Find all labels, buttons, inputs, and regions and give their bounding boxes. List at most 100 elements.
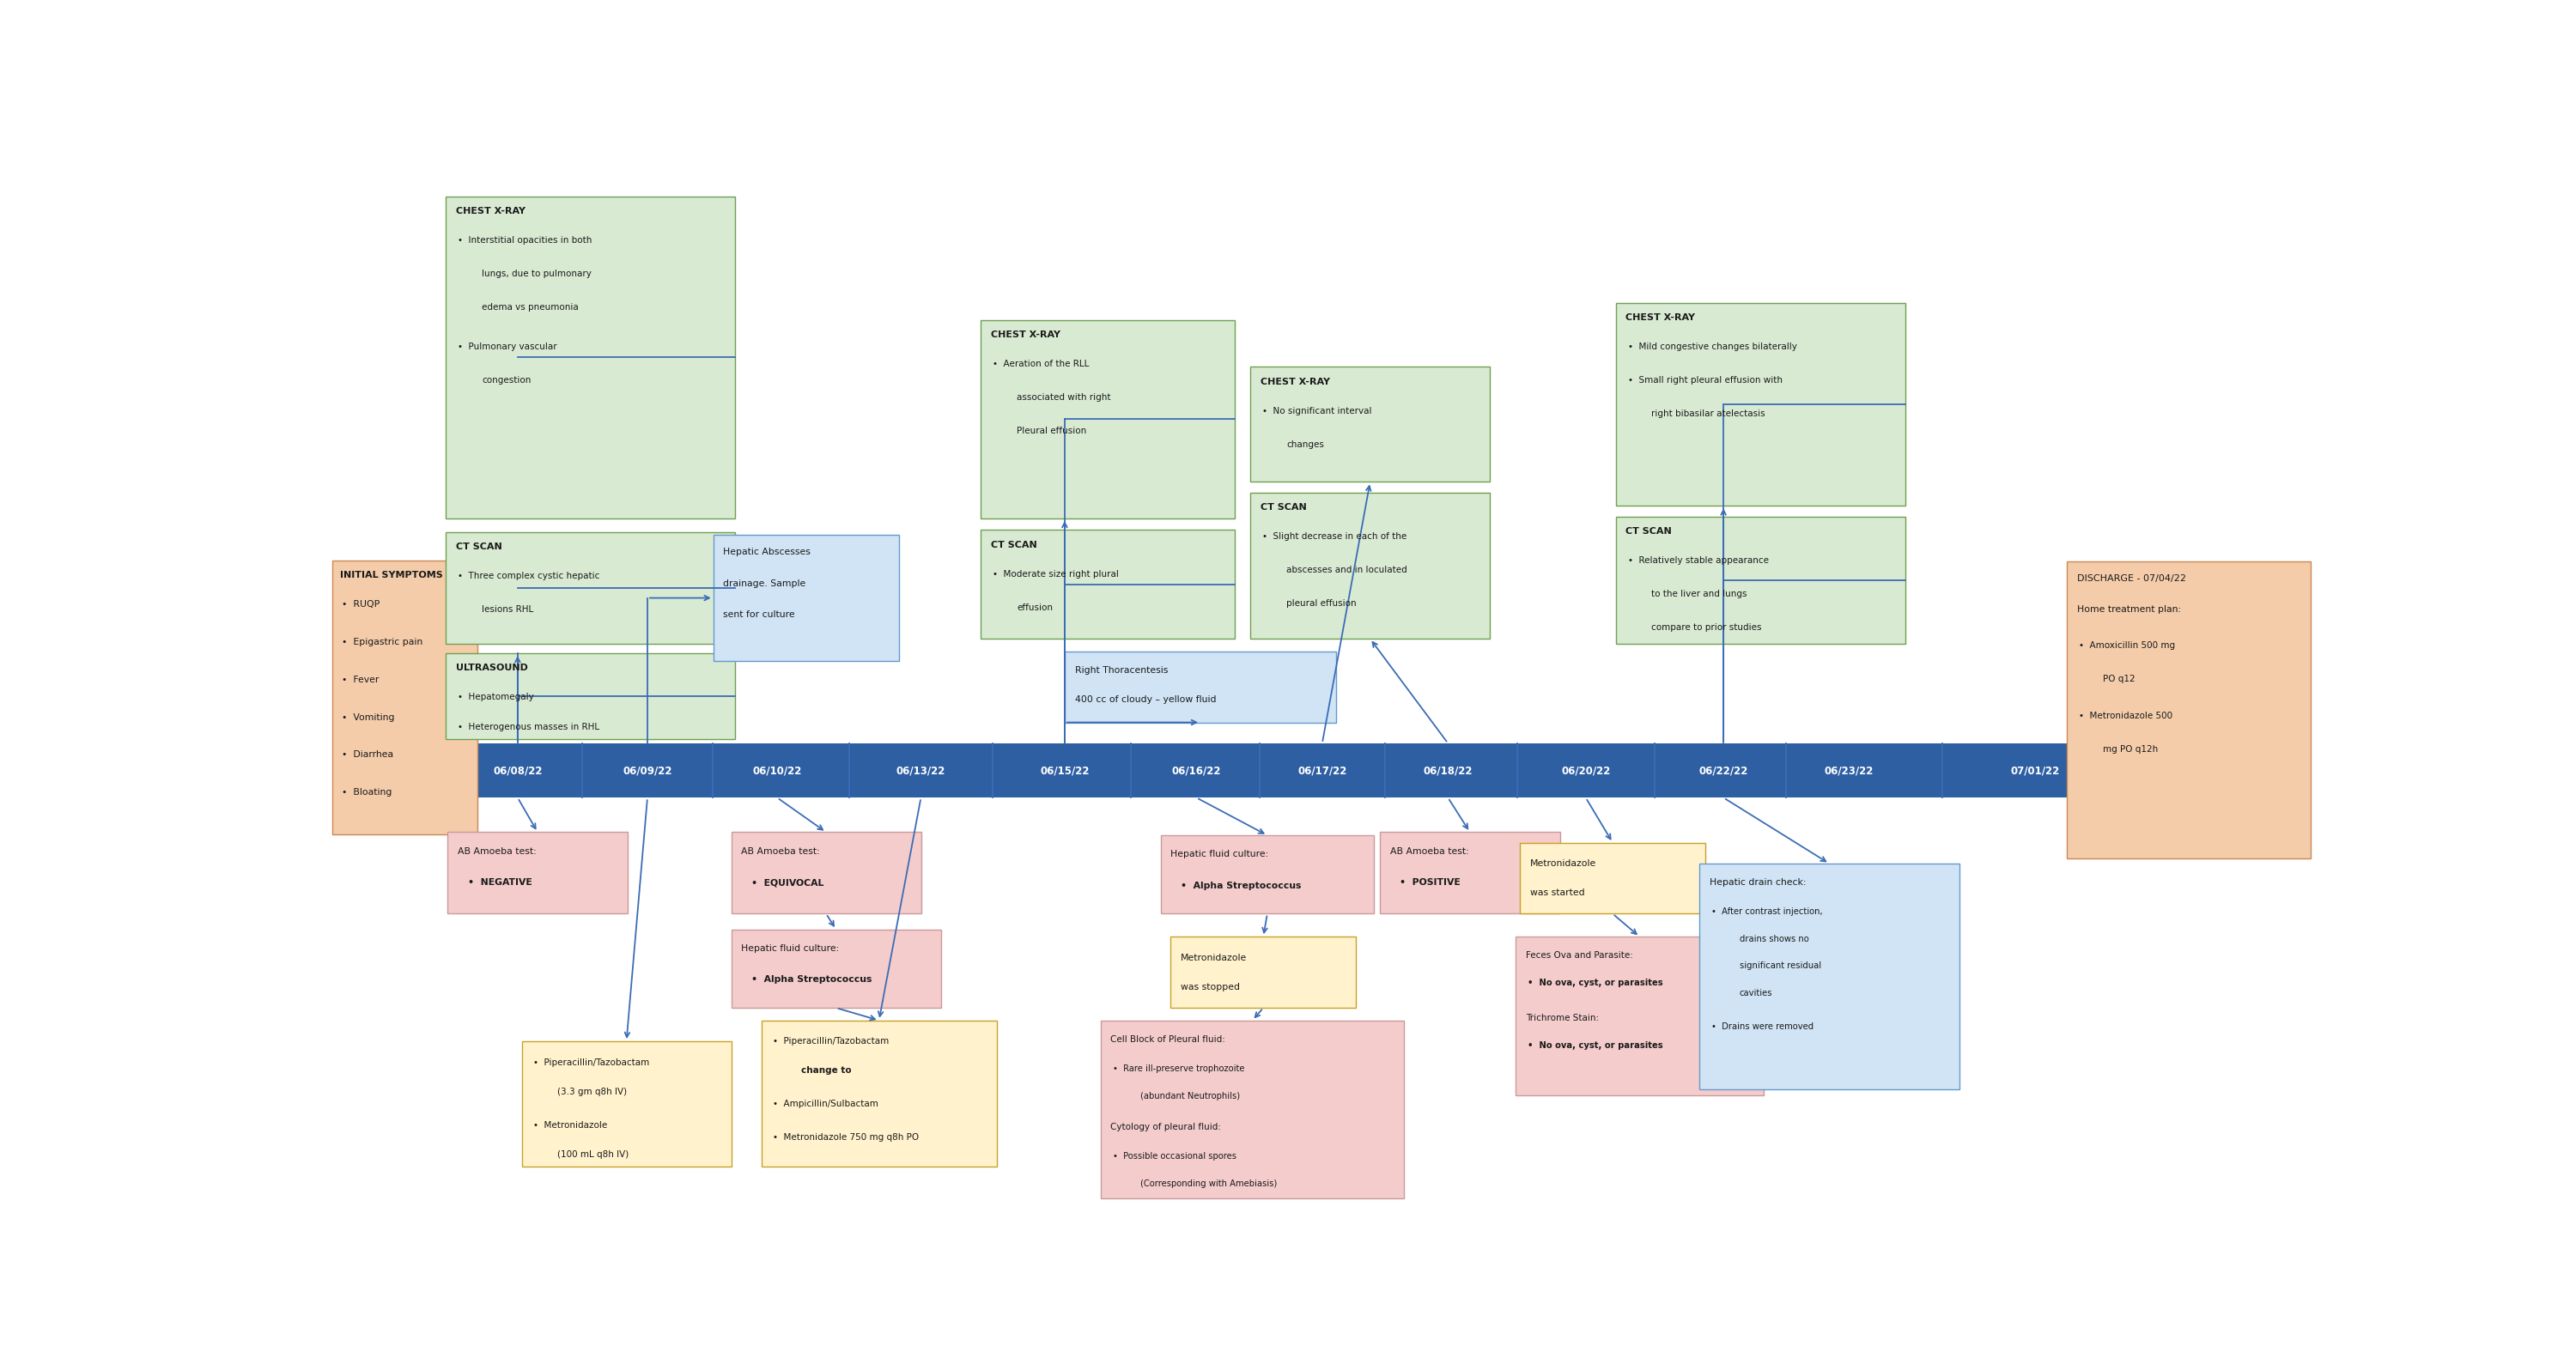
Text: •  Alpha Streptococcus: • Alpha Streptococcus: [1180, 881, 1301, 889]
Text: •  POSITIVE: • POSITIVE: [1401, 879, 1461, 887]
FancyBboxPatch shape: [1520, 842, 1705, 914]
FancyBboxPatch shape: [1615, 516, 1906, 644]
Text: •  Hepatomegaly: • Hepatomegaly: [459, 693, 533, 702]
Text: (3.3 gm q8h IV): (3.3 gm q8h IV): [556, 1088, 626, 1096]
Text: INITIAL SYMPTOMS: INITIAL SYMPTOMS: [340, 570, 443, 580]
Text: CT SCAN: CT SCAN: [1625, 527, 1672, 535]
Text: •  Diarrhea: • Diarrhea: [343, 751, 394, 759]
FancyBboxPatch shape: [446, 197, 734, 519]
Text: CHEST X-RAY: CHEST X-RAY: [1260, 378, 1329, 386]
Text: 07/01/22: 07/01/22: [2009, 765, 2058, 775]
Text: Feces Ova and Parasite:: Feces Ova and Parasite:: [1525, 952, 1633, 960]
Text: mg PO q12h: mg PO q12h: [2102, 746, 2159, 754]
Text: CHEST X-RAY: CHEST X-RAY: [992, 330, 1061, 340]
Text: Metronidazole: Metronidazole: [1180, 953, 1247, 961]
Text: changes: changes: [1285, 440, 1324, 448]
Text: cavities: cavities: [1739, 989, 1772, 998]
FancyBboxPatch shape: [446, 532, 734, 644]
FancyBboxPatch shape: [446, 653, 734, 739]
Text: (Corresponding with Amebiasis): (Corresponding with Amebiasis): [1141, 1179, 1278, 1188]
Text: CT SCAN: CT SCAN: [992, 540, 1038, 549]
Text: •  Piperacillin/Tazobactam: • Piperacillin/Tazobactam: [533, 1058, 649, 1066]
Text: 06/08/22: 06/08/22: [492, 765, 544, 775]
Text: (100 mL q8h IV): (100 mL q8h IV): [556, 1150, 629, 1158]
FancyBboxPatch shape: [1700, 864, 1958, 1089]
Text: compare to prior studies: compare to prior studies: [1651, 623, 1762, 631]
Text: associated with right: associated with right: [1018, 392, 1110, 402]
Text: •  Piperacillin/Tazobactam: • Piperacillin/Tazobactam: [773, 1038, 889, 1046]
Text: •  Amoxicillin 500 mg: • Amoxicillin 500 mg: [2079, 641, 2174, 649]
FancyBboxPatch shape: [1381, 832, 1558, 914]
Text: •  Rare ill-preserve trophozoite: • Rare ill-preserve trophozoite: [1113, 1065, 1244, 1073]
Text: CHEST X-RAY: CHEST X-RAY: [456, 206, 526, 216]
Text: Cytology of pleural fluid:: Cytology of pleural fluid:: [1110, 1123, 1221, 1131]
Text: lesions RHL: lesions RHL: [482, 606, 533, 614]
FancyBboxPatch shape: [2066, 561, 2311, 858]
Text: •  Alpha Streptococcus: • Alpha Streptococcus: [752, 975, 871, 985]
Text: effusion: effusion: [1018, 603, 1054, 611]
Text: Hepatic fluid culture:: Hepatic fluid culture:: [1170, 850, 1267, 858]
Text: •  Pulmonary vascular: • Pulmonary vascular: [459, 342, 556, 352]
FancyBboxPatch shape: [433, 743, 2159, 797]
FancyBboxPatch shape: [1249, 493, 1489, 638]
Text: •  Three complex cystic hepatic: • Three complex cystic hepatic: [459, 572, 600, 580]
Text: •  Vomiting: • Vomiting: [343, 713, 394, 721]
Text: abscesses and in loculated: abscesses and in loculated: [1285, 565, 1406, 574]
Text: PO q12: PO q12: [2102, 675, 2136, 683]
Text: CT SCAN: CT SCAN: [456, 543, 502, 551]
Text: •  NEGATIVE: • NEGATIVE: [469, 879, 531, 887]
Text: ULTRASOUND: ULTRASOUND: [456, 664, 528, 672]
Text: •  Metronidazole 500: • Metronidazole 500: [2079, 712, 2172, 721]
FancyBboxPatch shape: [1100, 1020, 1404, 1198]
Text: to the liver and lungs: to the liver and lungs: [1651, 589, 1747, 598]
Text: significant residual: significant residual: [1739, 961, 1821, 971]
Text: Right Thoracentesis: Right Thoracentesis: [1074, 665, 1167, 675]
Text: Hepatic fluid culture:: Hepatic fluid culture:: [742, 944, 840, 953]
Text: •  Relatively stable appearance: • Relatively stable appearance: [1628, 557, 1770, 565]
Text: •  Possible occasional spores: • Possible occasional spores: [1113, 1152, 1236, 1161]
Text: AB Amoeba test:: AB Amoeba test:: [742, 847, 819, 856]
Text: was stopped: was stopped: [1180, 983, 1239, 991]
Text: drains shows no: drains shows no: [1739, 934, 1808, 944]
Text: Metronidazole: Metronidazole: [1530, 860, 1597, 868]
FancyBboxPatch shape: [732, 832, 922, 914]
FancyBboxPatch shape: [981, 530, 1234, 638]
Polygon shape: [2159, 732, 2254, 808]
Text: •  Mild congestive changes bilaterally: • Mild congestive changes bilaterally: [1628, 342, 1795, 352]
Text: 06/09/22: 06/09/22: [623, 765, 672, 775]
Text: CT SCAN: CT SCAN: [1260, 502, 1306, 512]
Text: AB Amoeba test:: AB Amoeba test:: [459, 847, 536, 856]
Text: sent for culture: sent for culture: [724, 611, 796, 619]
Text: pleural effusion: pleural effusion: [1285, 599, 1358, 607]
Text: •  Epigastric pain: • Epigastric pain: [343, 638, 422, 646]
Text: CHEST X-RAY: CHEST X-RAY: [1625, 314, 1695, 322]
Text: •  Interstitial opacities in both: • Interstitial opacities in both: [459, 236, 592, 244]
Text: Trichrome Stain:: Trichrome Stain:: [1525, 1014, 1600, 1023]
Text: (abundant Neutrophils): (abundant Neutrophils): [1141, 1092, 1239, 1100]
Text: Hepatic drain check:: Hepatic drain check:: [1710, 879, 1806, 887]
Text: edema vs pneumonia: edema vs pneumonia: [482, 303, 580, 312]
Text: •  Drains were removed: • Drains were removed: [1710, 1023, 1814, 1031]
Text: •  No ova, cyst, or parasites: • No ova, cyst, or parasites: [1528, 979, 1664, 987]
Text: 06/13/22: 06/13/22: [896, 765, 945, 775]
Text: 400 cc of cloudy – yellow fluid: 400 cc of cloudy – yellow fluid: [1074, 695, 1216, 703]
Text: •  Metronidazole: • Metronidazole: [533, 1120, 608, 1130]
FancyBboxPatch shape: [448, 832, 629, 914]
FancyBboxPatch shape: [1170, 937, 1355, 1008]
Text: •  Fever: • Fever: [343, 675, 379, 684]
Text: Pleural effusion: Pleural effusion: [1018, 426, 1087, 435]
Text: lungs, due to pulmonary: lungs, due to pulmonary: [482, 270, 592, 278]
Text: •  Aeration of the RLL: • Aeration of the RLL: [992, 360, 1090, 368]
Text: 06/10/22: 06/10/22: [752, 765, 801, 775]
Text: drainage. Sample: drainage. Sample: [724, 579, 806, 588]
FancyBboxPatch shape: [520, 1042, 732, 1167]
Text: 06/16/22: 06/16/22: [1172, 765, 1221, 775]
Text: •  Moderate size right plural: • Moderate size right plural: [992, 570, 1118, 579]
Text: congestion: congestion: [482, 376, 531, 384]
Text: •  RUQP: • RUQP: [343, 600, 381, 608]
Text: •  Ampicillin/Sulbactam: • Ampicillin/Sulbactam: [773, 1100, 878, 1108]
Text: •  No significant interval: • No significant interval: [1262, 406, 1373, 416]
Text: change to: change to: [801, 1066, 853, 1076]
Text: 06/20/22: 06/20/22: [1561, 765, 1610, 775]
Text: •  Heterogenous masses in RHL: • Heterogenous masses in RHL: [459, 722, 600, 731]
